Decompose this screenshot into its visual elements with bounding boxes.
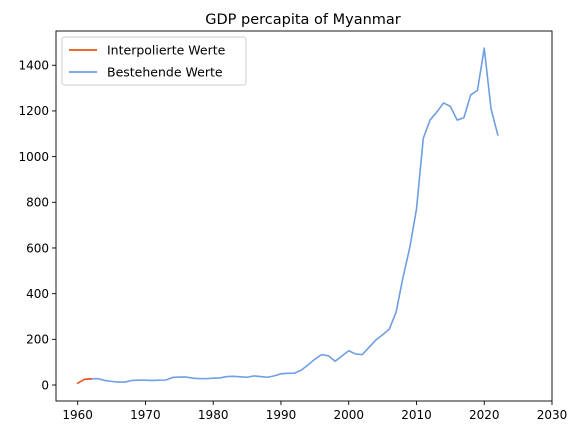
plot-lines <box>78 48 498 383</box>
chart-title: GDP percapita of Myanmar <box>205 12 401 28</box>
series-line-interpoliert <box>78 379 92 383</box>
x-tick-label: 1960 <box>62 408 93 422</box>
x-tick-label: 1990 <box>266 408 297 422</box>
x-tick-label: 1970 <box>130 408 161 422</box>
x-tick-label: 1980 <box>198 408 229 422</box>
legend-label-bestehend: Bestehende Werte <box>107 65 223 80</box>
y-tick-label: 1200 <box>18 104 49 118</box>
y-tick-label: 200 <box>26 333 49 347</box>
x-tick-label: 2020 <box>469 408 500 422</box>
x-tick-label: 2010 <box>401 408 432 422</box>
y-tick-label: 400 <box>26 287 49 301</box>
legend: Interpolierte Werte Bestehende Werte <box>62 37 246 85</box>
y-tick-label: 600 <box>26 241 49 255</box>
legend-label-interpoliert: Interpolierte Werte <box>107 43 226 58</box>
y-tick-label: 800 <box>26 196 49 210</box>
x-tick-label: 2030 <box>537 408 568 422</box>
y-tick-label: 1000 <box>18 150 49 164</box>
series-line-bestehend <box>84 48 497 382</box>
y-tick-label: 1400 <box>18 59 49 73</box>
y-axis: 0 200 400 600 800 1000 1200 1400 <box>18 59 56 393</box>
x-tick-label: 2000 <box>333 408 364 422</box>
y-tick-label: 0 <box>41 378 49 392</box>
x-axis: 1960 1970 1980 1990 2000 2010 2020 2030 <box>62 401 567 422</box>
